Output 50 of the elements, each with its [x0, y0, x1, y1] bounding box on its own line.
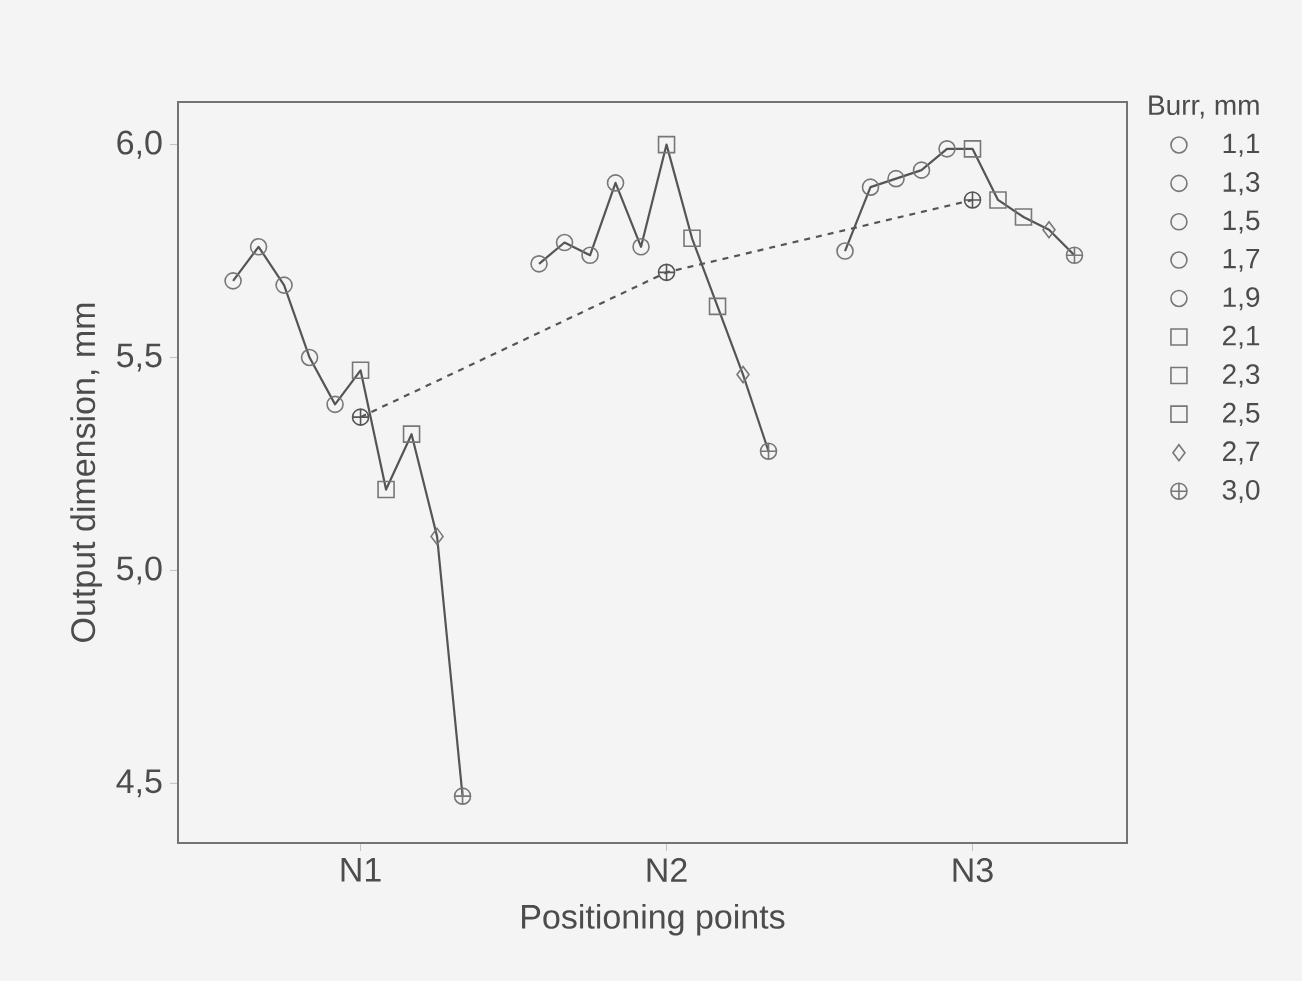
x-tick-label: N1 [341, 858, 381, 882]
legend-label: 2,1 [1223, 325, 1260, 349]
x-tick-label: N3 [953, 858, 993, 883]
point [326, 395, 344, 414]
legend-label: 2,7 [1223, 441, 1260, 465]
y-tick-label: 6,0 [117, 130, 162, 159]
y-tick-label: 4,5 [116, 769, 162, 798]
point [530, 255, 548, 273]
point [887, 169, 905, 188]
point [632, 237, 650, 256]
point [606, 174, 625, 192]
point [300, 348, 319, 367]
point [708, 297, 727, 316]
point [836, 242, 854, 260]
y-axis-title: Output dimension, mm [70, 303, 102, 642]
point [657, 135, 676, 154]
point [430, 527, 444, 546]
legend-label: 1,3 [1223, 172, 1260, 196]
point [861, 178, 880, 196]
point [402, 425, 421, 443]
point [912, 161, 931, 179]
point [555, 233, 574, 252]
point [351, 361, 370, 380]
y-tick-label: 5,0 [117, 556, 162, 585]
legend-label: 1,9 [1223, 287, 1260, 311]
legend-title: Burr, mm [1149, 95, 1259, 119]
point [1042, 220, 1056, 239]
point [938, 140, 956, 158]
point [377, 480, 395, 499]
legend-label: 3,0 [1222, 479, 1260, 504]
point [224, 272, 242, 290]
x-tick-label: N2 [647, 858, 687, 882]
point [759, 442, 778, 461]
point [249, 237, 268, 256]
point [453, 787, 472, 805]
legend-label: 1,7 [1223, 248, 1260, 272]
point [963, 140, 982, 158]
point [275, 276, 293, 294]
x-axis-title: Positioning points [522, 903, 785, 936]
point [683, 229, 701, 248]
point [1065, 246, 1084, 265]
y-tick-label: 5,5 [117, 343, 162, 372]
legend-label: 1,5 [1223, 210, 1260, 234]
point [1014, 208, 1033, 226]
legend-label: 1,1 [1223, 133, 1260, 157]
point [989, 191, 1007, 209]
legend-label: 2,5 [1223, 402, 1260, 426]
point [581, 246, 599, 265]
point [736, 365, 750, 384]
legend-label: 2,3 [1223, 364, 1260, 388]
